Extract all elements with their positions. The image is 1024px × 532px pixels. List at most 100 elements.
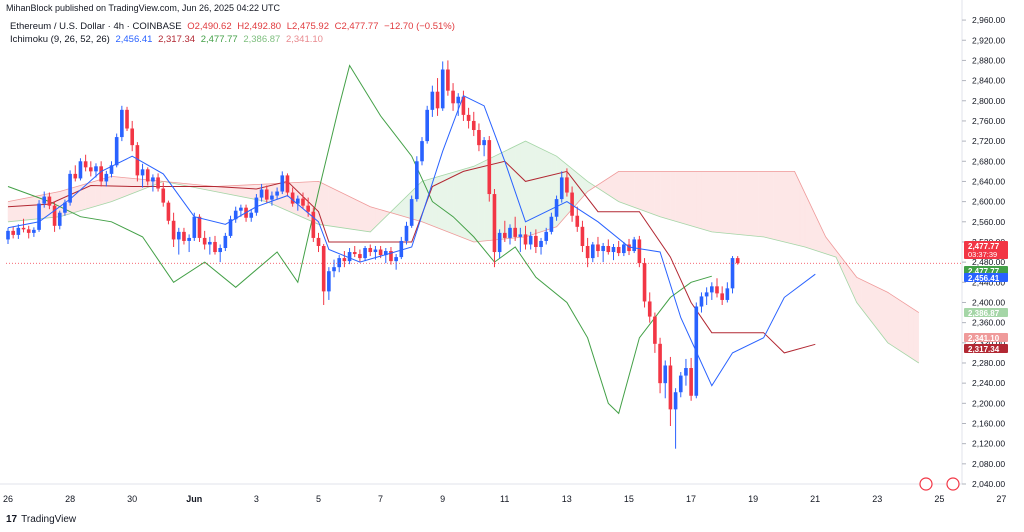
ichimoku-cloud-segment: [706, 171, 713, 233]
event-flag-icon: [919, 477, 933, 491]
ichimoku-cloud-segment: [478, 160, 485, 242]
candle-body: [622, 244, 626, 254]
x-tick-label: 19: [748, 494, 758, 504]
ichimoku-cloud-segment: [235, 184, 242, 197]
y-tick-label: 2,280.00: [972, 358, 1005, 368]
candle-body: [658, 343, 662, 384]
candle-body: [518, 234, 523, 237]
candle-body: [451, 90, 455, 104]
candle-body: [125, 109, 129, 129]
ichimoku-cloud-segment: [520, 140, 526, 238]
ichimoku-cloud-segment: [468, 165, 475, 243]
symbol-legend: Ethereum / U.S. Dollar · 4h · COINBASE O…: [10, 21, 458, 32]
candle-body: [668, 365, 673, 410]
ichimoku-cloud-segment: [535, 145, 542, 234]
ichimoku-cloud-segment: [820, 225, 826, 255]
ichimoku-cloud-segment: [328, 186, 335, 227]
x-tick-label: 28: [65, 494, 75, 504]
candle-body: [285, 175, 290, 193]
ichimoku-cloud-segment: [338, 191, 345, 229]
candle-body: [399, 240, 404, 258]
candle-body: [565, 177, 569, 193]
x-tick-label: 21: [810, 494, 820, 504]
candle-body: [637, 239, 642, 264]
y-tick-label: 2,400.00: [972, 297, 1005, 307]
candle-body: [647, 301, 652, 317]
candle-body: [120, 109, 124, 138]
candle-body: [663, 365, 668, 384]
candle-body: [342, 258, 347, 262]
ichimoku-cloud-segment: [742, 171, 749, 236]
brand-name: TradingView: [21, 514, 77, 525]
ichimoku-cloud-segment: [846, 263, 852, 292]
ichimoku-cloud-segment: [716, 171, 723, 234]
ichimoku-cloud-segment: [877, 286, 883, 337]
ichimoku-cloud-segment: [659, 171, 666, 219]
kijun-sen-line: [7, 160, 816, 354]
candle-body: [606, 245, 611, 253]
candle-body: [534, 235, 538, 247]
ichimoku-cloud-segment: [649, 171, 656, 216]
ichimoku-cloud-segment: [250, 184, 257, 200]
ichimoku-cloud-segment: [628, 171, 635, 208]
candle-body: [699, 296, 704, 307]
ichimoku-cloud-segment: [12, 199, 19, 222]
ichimoku-cloud-segment: [903, 302, 909, 357]
ichimoku-cloud-segment: [90, 180, 97, 209]
symbol-name[interactable]: Ethereum / U.S. Dollar · 4h · COINBASE: [10, 21, 182, 32]
candle-body: [327, 271, 331, 292]
ichimoku-cloud-segment: [711, 171, 718, 233]
candle-body: [456, 96, 461, 104]
x-tick-label: 26: [3, 494, 13, 504]
x-tick-label: 9: [440, 494, 445, 504]
x-tick-label: 7: [378, 494, 383, 504]
candle-body: [109, 165, 114, 174]
candle-body: [166, 202, 171, 221]
ichimoku-cloud-segment: [116, 176, 123, 200]
publisher-line: MihanBlock published on TradingView.com,…: [6, 3, 280, 13]
y-tick-label: 2,320.00: [972, 338, 1005, 348]
candle-body: [233, 210, 238, 220]
indicator-name[interactable]: Ichimoku (9, 26, 52, 26): [10, 34, 110, 45]
ichimoku-cloud-segment: [380, 209, 387, 223]
y-tick-label: 2,880.00: [972, 55, 1005, 65]
ichimoku-cloud-segment: [758, 171, 764, 238]
ichimoku-cloud-segment: [768, 171, 775, 240]
axis-price-badge-text: 2,456.41: [968, 274, 1000, 283]
ichimoku-cloud-segment: [530, 143, 537, 236]
ichimoku-cloud-segment: [349, 196, 355, 230]
candle-body: [440, 69, 445, 109]
candle-body: [678, 375, 683, 393]
candle-body: [42, 196, 47, 204]
candle-body: [78, 161, 83, 179]
x-tick-label: 27: [996, 494, 1006, 504]
candle-body: [404, 225, 409, 241]
ichimoku-cloud-segment: [240, 184, 247, 198]
ichimoku-cloud-segment: [525, 140, 531, 238]
x-tick-label: 15: [624, 494, 634, 504]
candle-body: [689, 368, 693, 396]
candle-body: [471, 120, 476, 131]
ichimoku-cloud-segment: [737, 171, 744, 236]
ichimoku-cloud-segment: [618, 171, 625, 204]
candle-body: [590, 244, 595, 259]
ohlc-change: −12.70 (−0.51%): [384, 21, 455, 32]
candle-body: [352, 252, 357, 255]
candle-body: [192, 216, 197, 238]
candle-body: [513, 227, 517, 237]
candle-body: [21, 227, 26, 230]
candle-body: [270, 195, 274, 200]
y-tick-label: 2,440.00: [972, 277, 1005, 287]
ichimoku-cloud-segment: [887, 291, 894, 347]
candle-body: [730, 258, 735, 289]
candle-body: [477, 130, 481, 146]
candle-body: [254, 197, 259, 213]
candle-body: [223, 235, 228, 249]
candle-body: [487, 140, 492, 195]
candle-body: [208, 241, 212, 245]
axis-price-badge-text: 2,386.87: [968, 309, 1000, 318]
candle-body: [580, 226, 585, 246]
candle-body: [114, 137, 119, 166]
ichimoku-cloud-segment: [696, 171, 702, 230]
